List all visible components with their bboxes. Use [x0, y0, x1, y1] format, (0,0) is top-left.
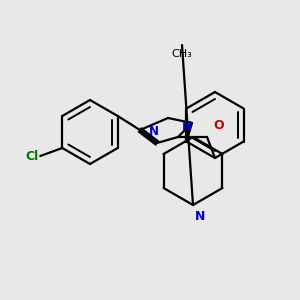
Text: N: N [149, 125, 159, 138]
Text: N: N [195, 210, 206, 223]
Text: N: N [182, 120, 192, 133]
Text: O: O [213, 119, 224, 132]
Text: Cl: Cl [25, 149, 38, 163]
Text: CH₃: CH₃ [172, 49, 192, 59]
